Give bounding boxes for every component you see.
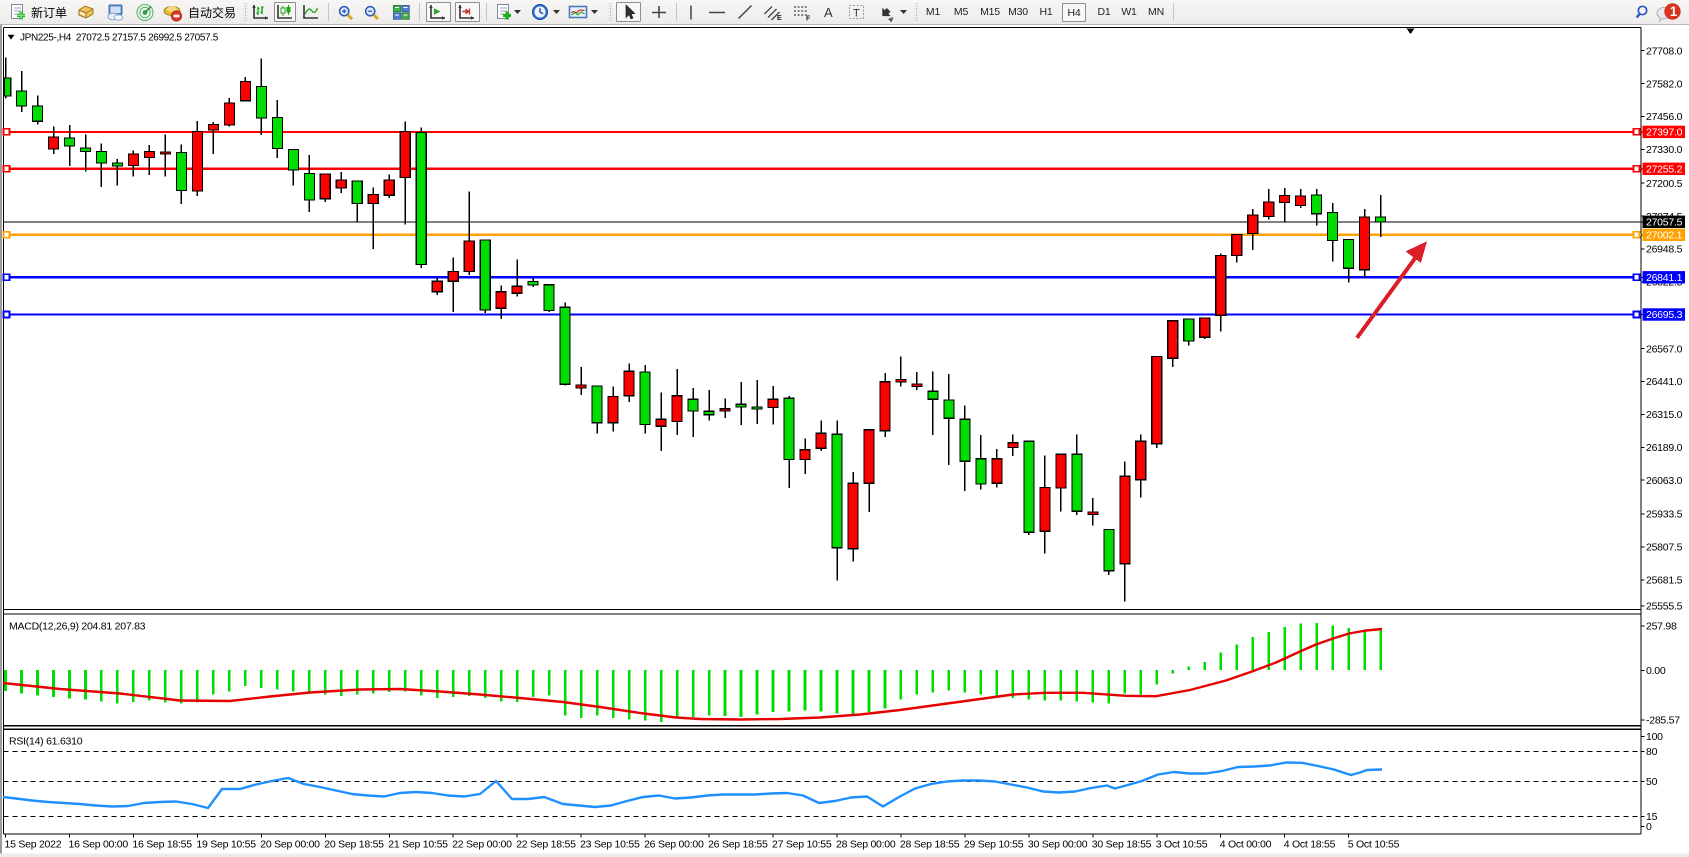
svg-text:16 Sep 18:55: 16 Sep 18:55: [132, 839, 192, 851]
svg-text:E: E: [777, 15, 782, 22]
svg-text:5 Oct 10:55: 5 Oct 10:55: [1348, 839, 1400, 851]
svg-text:21 Sep 10:55: 21 Sep 10:55: [388, 839, 448, 851]
svg-text:100: 100: [1646, 731, 1663, 743]
svg-text:22 Sep 18:55: 22 Sep 18:55: [516, 839, 576, 851]
svg-text:15 Sep 2022: 15 Sep 2022: [5, 839, 62, 851]
svg-text:0: 0: [1646, 821, 1652, 833]
svg-text:25555.5: 25555.5: [1646, 601, 1683, 613]
svg-text:25807.5: 25807.5: [1646, 542, 1683, 554]
svg-text:19 Sep 10:55: 19 Sep 10:55: [196, 839, 256, 851]
svg-text:26 Sep 18:55: 26 Sep 18:55: [708, 839, 768, 851]
svg-text:27708.0: 27708.0: [1646, 45, 1683, 57]
svg-text:27582.0: 27582.0: [1646, 78, 1683, 90]
svg-text:257.98: 257.98: [1646, 621, 1677, 633]
svg-text:26189.0: 26189.0: [1646, 442, 1683, 454]
svg-text:4 Oct 18:55: 4 Oct 18:55: [1284, 839, 1336, 851]
svg-text:0.00: 0.00: [1646, 665, 1666, 677]
svg-text:27456.0: 27456.0: [1646, 111, 1683, 123]
svg-text:20 Sep 18:55: 20 Sep 18:55: [324, 839, 384, 851]
svg-text:29 Sep 10:55: 29 Sep 10:55: [964, 839, 1024, 851]
svg-text:RSI(14) 61.6310: RSI(14) 61.6310: [9, 736, 83, 748]
svg-text:30 Sep 18:55: 30 Sep 18:55: [1092, 839, 1152, 851]
svg-text:27002.1: 27002.1: [1646, 230, 1683, 242]
svg-text:26567.0: 26567.0: [1646, 343, 1683, 355]
svg-text:25681.5: 25681.5: [1646, 575, 1683, 587]
svg-text:JPN225-,H4 27072.5 27157.5 26: JPN225-,H4 27072.5 27157.5 26992.5 27057…: [20, 32, 219, 43]
svg-text:23 Sep 10:55: 23 Sep 10:55: [580, 839, 640, 851]
svg-text:3 Oct 10:55: 3 Oct 10:55: [1156, 839, 1208, 851]
svg-text:30 Sep 00:00: 30 Sep 00:00: [1028, 839, 1088, 851]
svg-text:26695.3: 26695.3: [1646, 309, 1683, 321]
svg-text:50: 50: [1646, 776, 1658, 788]
svg-text:20 Sep 00:00: 20 Sep 00:00: [260, 839, 320, 851]
svg-text:27255.2: 27255.2: [1646, 164, 1683, 176]
svg-text:80: 80: [1646, 746, 1658, 758]
svg-text:26841.1: 26841.1: [1646, 272, 1683, 284]
svg-text:26315.0: 26315.0: [1646, 409, 1683, 421]
svg-text:26063.0: 26063.0: [1646, 475, 1683, 487]
svg-text:MACD(12,26,9) 204.81 207.83: MACD(12,26,9) 204.81 207.83: [9, 621, 146, 633]
svg-text:A: A: [824, 5, 833, 20]
svg-text:26948.5: 26948.5: [1646, 244, 1683, 256]
svg-text:22 Sep 00:00: 22 Sep 00:00: [452, 839, 512, 851]
svg-text:27397.0: 27397.0: [1646, 127, 1683, 139]
svg-text:-285.57: -285.57: [1646, 715, 1680, 727]
svg-text:F: F: [806, 15, 811, 22]
svg-text:27330.0: 27330.0: [1646, 144, 1683, 156]
svg-text:27 Sep 10:55: 27 Sep 10:55: [772, 839, 832, 851]
svg-text:1: 1: [1670, 4, 1678, 19]
svg-text:4 Oct 00:00: 4 Oct 00:00: [1220, 839, 1272, 851]
svg-text:27057.5: 27057.5: [1646, 217, 1683, 229]
svg-text:28 Sep 18:55: 28 Sep 18:55: [900, 839, 960, 851]
svg-text:25933.5: 25933.5: [1646, 509, 1683, 521]
svg-text:T: T: [853, 7, 860, 19]
svg-text:26 Sep 00:00: 26 Sep 00:00: [644, 839, 704, 851]
svg-text:28 Sep 00:00: 28 Sep 00:00: [836, 839, 896, 851]
svg-text:27200.5: 27200.5: [1646, 178, 1683, 190]
svg-text:26441.0: 26441.0: [1646, 376, 1683, 388]
svg-text:15: 15: [1646, 811, 1658, 823]
svg-text:16 Sep 00:00: 16 Sep 00:00: [69, 839, 129, 851]
